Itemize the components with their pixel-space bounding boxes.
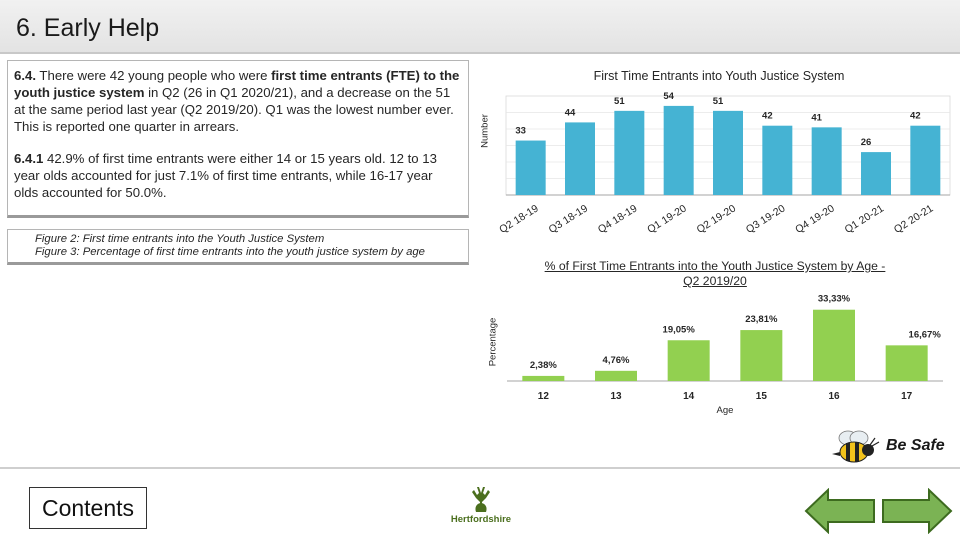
paragraph-number: 6.4.1 xyxy=(14,151,44,166)
chart-title: % of First Time Entrants into the Youth … xyxy=(520,259,910,289)
tick-label: 17 xyxy=(901,391,913,402)
data-label: 4,76% xyxy=(603,355,630,366)
data-label: 2,38% xyxy=(530,360,557,371)
data-label: 19,05% xyxy=(663,324,696,335)
x-axis-label: Age xyxy=(717,405,734,416)
paragraph-text: in Q2 (26 in Q1 2020/21), and a decrease… xyxy=(14,85,454,134)
title-bar: 6. Early Help xyxy=(0,0,960,54)
next-slide-button[interactable] xyxy=(881,488,953,534)
right-arrow-icon xyxy=(882,488,953,534)
fte-chart: First Time Entrants into Youth Justice S… xyxy=(478,58,960,248)
paragraph-text: There were 42 young people who were xyxy=(36,68,272,83)
bar xyxy=(813,309,855,381)
logo-text: Hertfordshire xyxy=(450,514,512,525)
chart-title-line: Q2 2019/20 xyxy=(683,274,747,288)
figure-caption-2: Figure 2: First time entrants into the Y… xyxy=(35,233,325,245)
figure-caption-panel: Figure 2: First time entrants into the Y… xyxy=(7,229,469,265)
data-label: 23,81% xyxy=(745,314,778,325)
chart-title: First Time Entrants into Youth Justice S… xyxy=(593,69,845,83)
contents-button[interactable]: Contents xyxy=(29,487,147,529)
paragraph-number: 6.4. xyxy=(14,68,36,83)
y-axis-label: Number xyxy=(479,114,491,148)
previous-slide-button[interactable] xyxy=(804,488,876,534)
paragraph-6-4-1: 6.4.1 42.9% of first time entrants were … xyxy=(14,150,454,201)
hertfordshire-stag-logo xyxy=(472,487,490,512)
bar xyxy=(885,345,928,381)
bar xyxy=(522,375,565,381)
tick-label: 14 xyxy=(683,391,695,402)
paragraph-6-4: 6.4. There were 42 young people who were… xyxy=(14,67,464,135)
text-panel: 6.4. There were 42 young people who were… xyxy=(7,60,469,218)
y-axis-label: Percentage xyxy=(487,317,499,367)
footer-divider xyxy=(0,467,960,469)
bee-icon xyxy=(832,430,880,463)
page-title: 6. Early Help xyxy=(16,14,160,42)
paragraph-bold-text: first time entrants (FTE) to the youth j… xyxy=(14,68,460,100)
bar xyxy=(667,340,710,381)
figure-caption-3: Figure 3: Percentage of first time entra… xyxy=(35,246,425,258)
data-label: 33,33% xyxy=(818,294,851,305)
be-safe-label: Be Safe xyxy=(886,437,945,454)
paragraph-text: 42.9% of first time entrants were either… xyxy=(14,151,437,200)
tick-label: 16 xyxy=(828,391,840,402)
bar xyxy=(740,330,783,381)
bar xyxy=(595,370,637,381)
tick-label: 12 xyxy=(538,391,550,402)
tick-label: 13 xyxy=(610,391,622,402)
left-arrow-icon xyxy=(804,488,875,534)
data-label: 16,67% xyxy=(909,329,942,340)
chart-title-line: % of First Time Entrants into the Youth … xyxy=(544,259,886,273)
tick-label: 15 xyxy=(756,391,768,402)
